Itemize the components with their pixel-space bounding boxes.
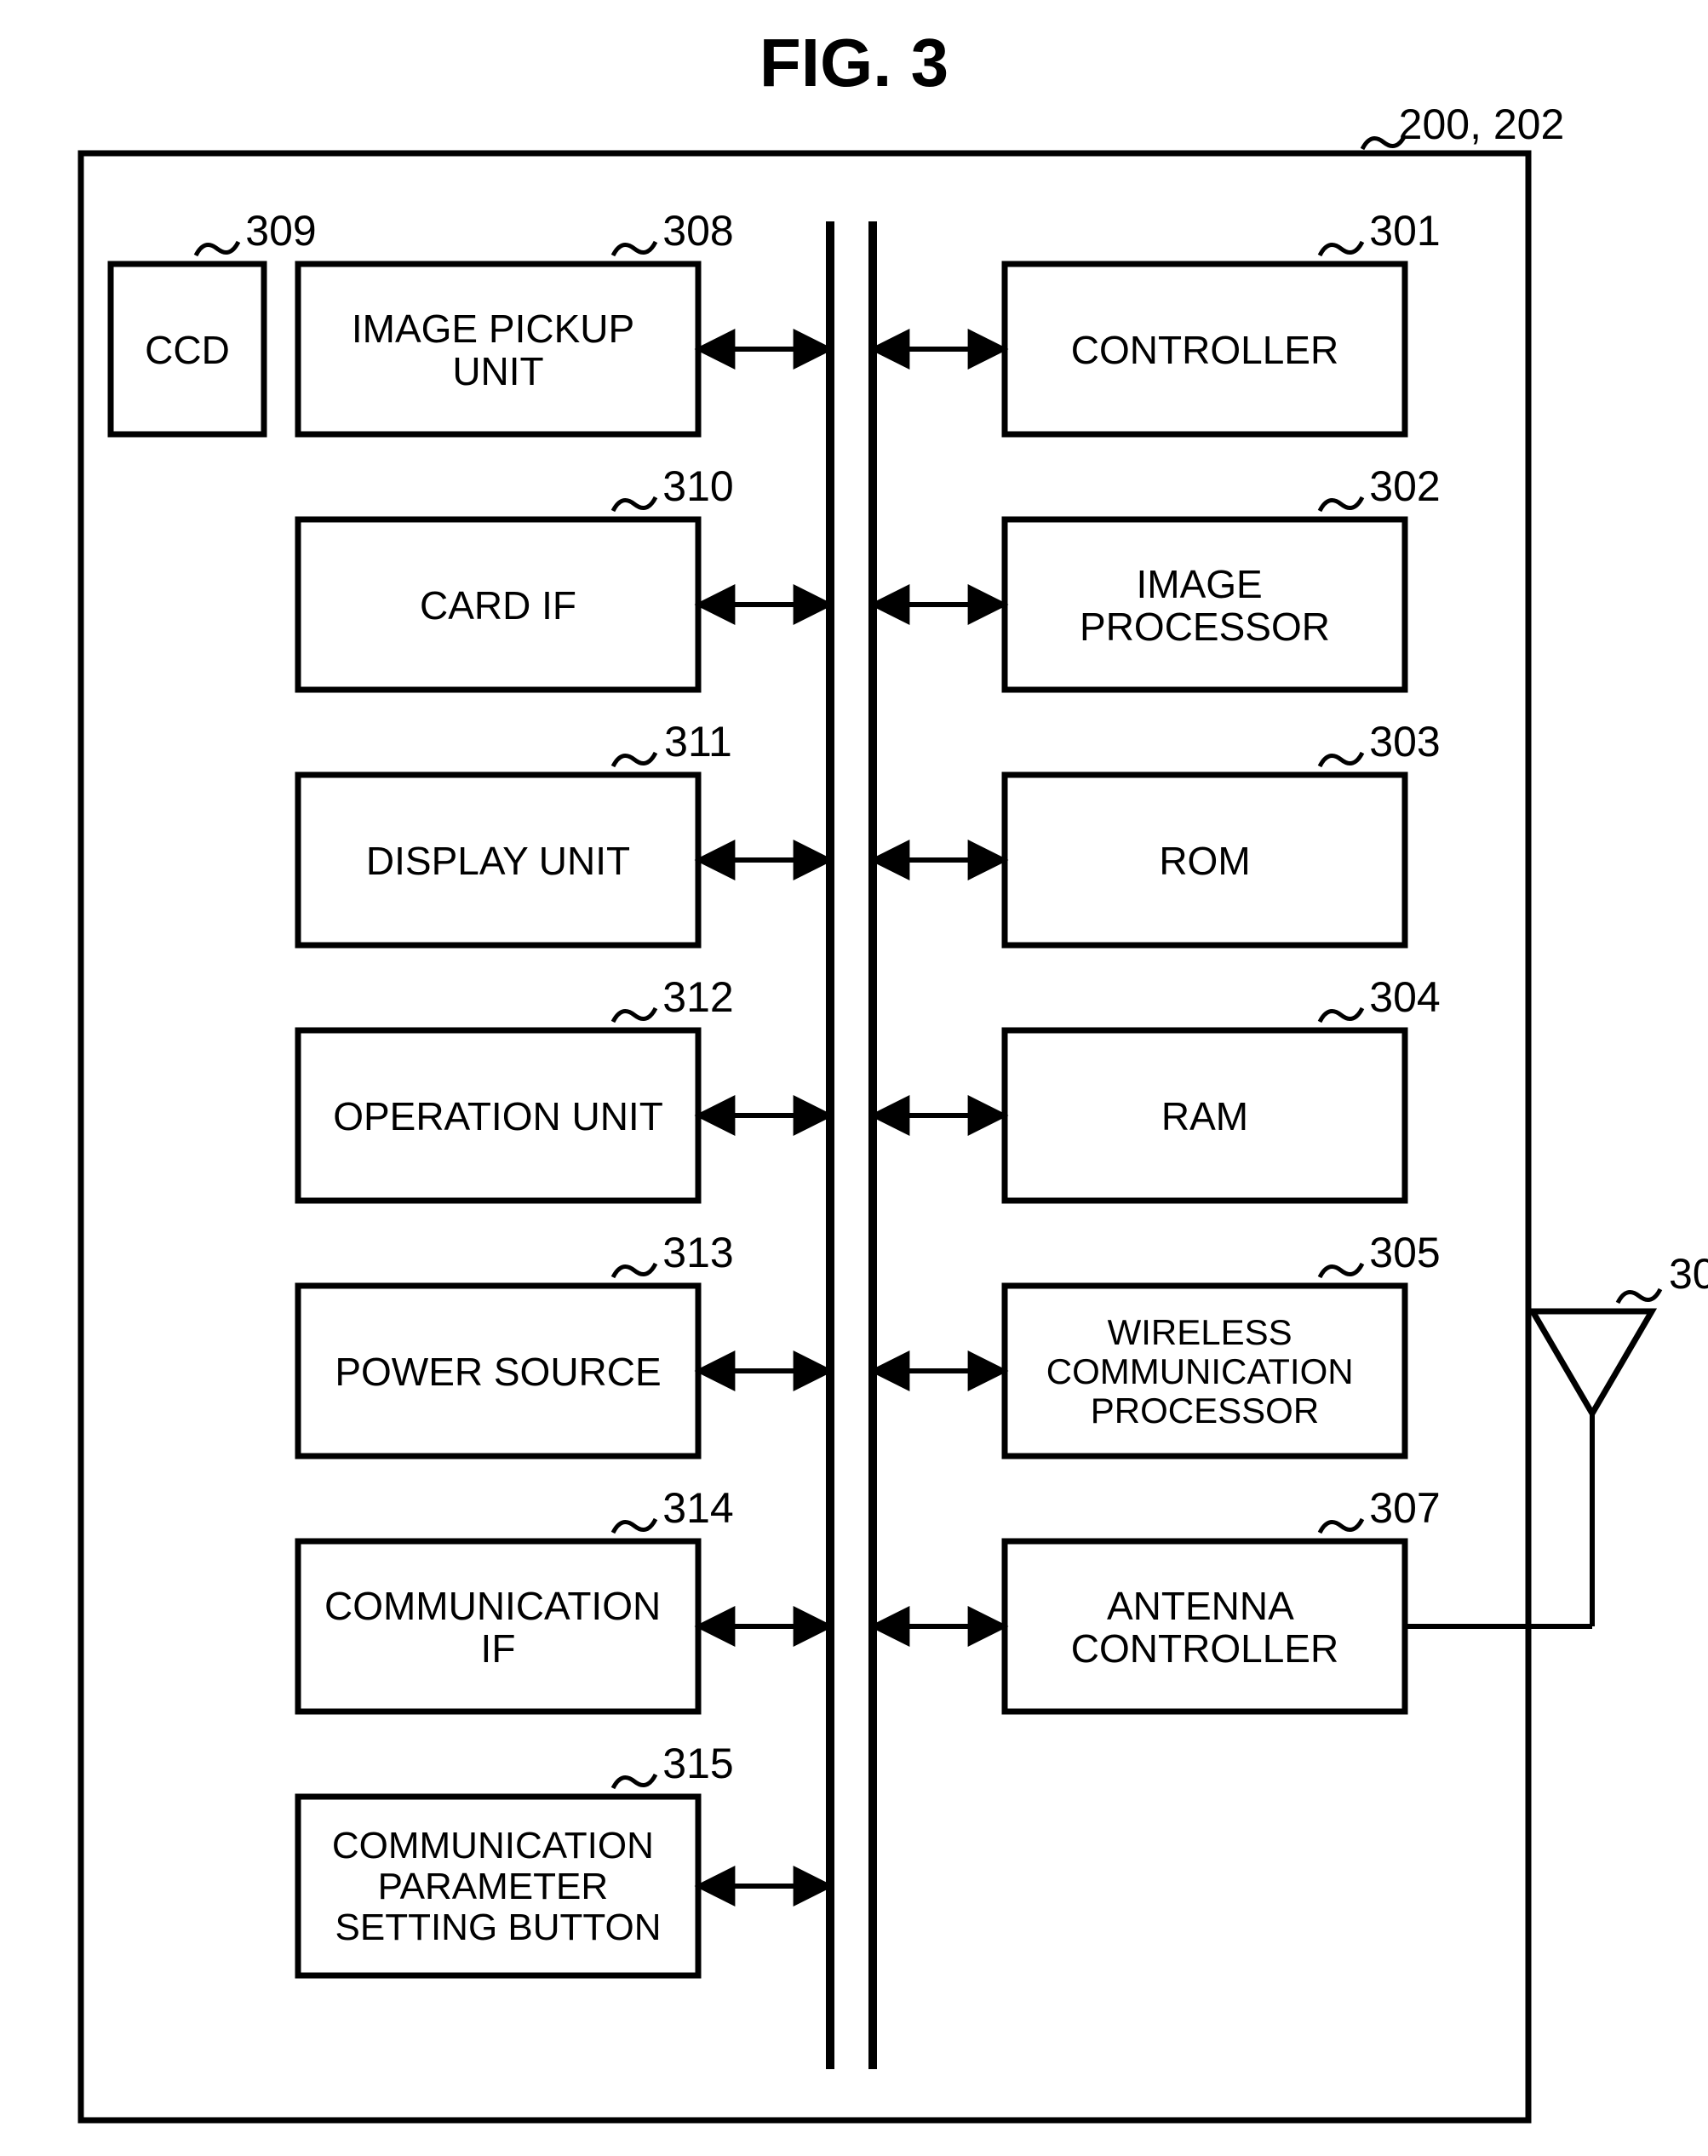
- svg-text:302: 302: [1369, 462, 1440, 510]
- svg-text:313: 313: [662, 1229, 733, 1276]
- svg-text:312: 312: [662, 973, 733, 1021]
- svg-text:ANTENNA CONTROLLER: ANTENNA CONTROLLER: [1071, 1584, 1338, 1671]
- container-ref: 200, 202: [1399, 100, 1565, 148]
- antenna-icon: 306: [1533, 1250, 1708, 1413]
- svg-text:305: 305: [1369, 1229, 1440, 1276]
- svg-text:CONTROLLER: CONTROLLER: [1071, 328, 1338, 372]
- svg-text:304: 304: [1369, 973, 1440, 1021]
- svg-text:RAM: RAM: [1161, 1094, 1248, 1138]
- figure-title: FIG. 3: [759, 25, 949, 100]
- svg-text:OPERATION UNIT: OPERATION UNIT: [333, 1094, 663, 1138]
- svg-text:301: 301: [1369, 207, 1440, 255]
- svg-text:CCD: CCD: [145, 328, 230, 372]
- svg-text:310: 310: [662, 462, 733, 510]
- svg-text:POWER SOURCE: POWER SOURCE: [335, 1350, 661, 1394]
- svg-text:309: 309: [245, 207, 316, 255]
- svg-text:DISPLAY UNIT: DISPLAY UNIT: [366, 839, 630, 883]
- svg-text:306: 306: [1669, 1250, 1708, 1298]
- svg-text:COMMUNICATION PARAMETER: COMMUNICATION PARAMETER SETTING BUTTON: [332, 1825, 664, 1948]
- svg-text:314: 314: [662, 1484, 733, 1532]
- svg-text:311: 311: [664, 718, 732, 765]
- svg-text:ROM: ROM: [1159, 839, 1250, 883]
- diagram-canvas: FIG. 3 200, 202 CCD 309 IMAGE PICKUP UNI…: [0, 0, 1708, 2156]
- svg-text:308: 308: [662, 207, 733, 255]
- svg-text:CARD IF: CARD IF: [420, 583, 576, 628]
- svg-text:315: 315: [662, 1740, 733, 1787]
- svg-text:307: 307: [1369, 1484, 1440, 1532]
- svg-text:303: 303: [1369, 718, 1440, 765]
